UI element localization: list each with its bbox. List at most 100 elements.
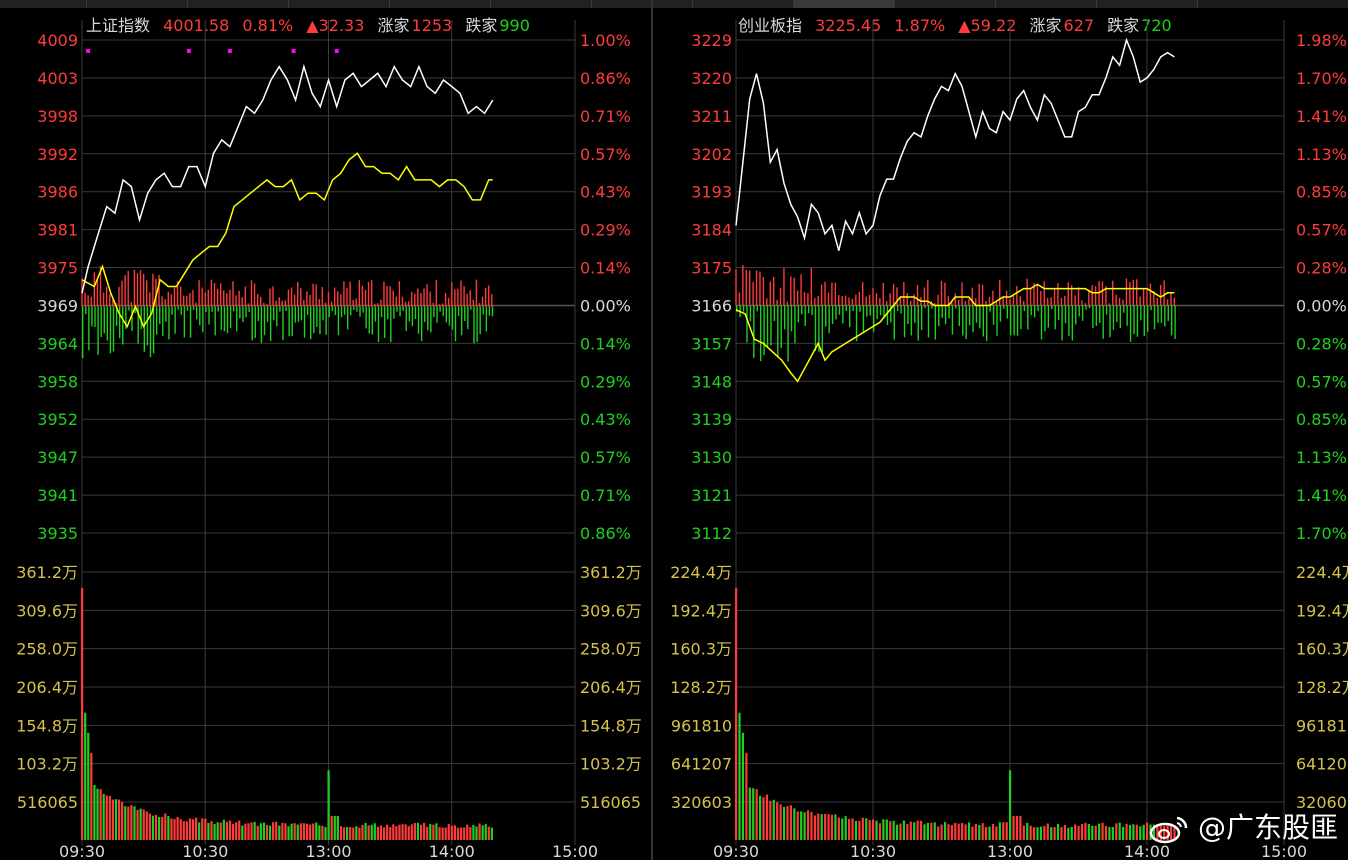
sse-volume-bar — [358, 827, 361, 840]
sse-pct-tick: 0.14% — [580, 259, 631, 278]
sse-volume-bar — [466, 824, 469, 840]
chinext-volume-bar — [954, 822, 957, 840]
sse-price-tick: 3958 — [37, 372, 78, 391]
tab-2[interactable] — [188, 0, 289, 8]
sse-volume-bar — [404, 824, 407, 840]
sse-volume-bar — [330, 815, 333, 840]
sse-volume-bar — [296, 824, 299, 840]
sse-volume-bar — [416, 822, 420, 840]
chinext-volume-bar — [902, 820, 906, 840]
chinext-volume-bar — [1074, 824, 1077, 840]
chinext-point-change: ▲59.22 — [958, 16, 1017, 35]
sse-volume-bar — [185, 821, 188, 840]
chinext-volume-bar — [957, 823, 960, 840]
chinext-vol-tick-left: 961810 — [671, 716, 732, 735]
tab-11[interactable] — [1097, 0, 1198, 8]
chinext-price-tick: 3130 — [691, 448, 732, 467]
tab-9[interactable] — [895, 0, 996, 8]
chinext-volume-bar — [772, 799, 775, 840]
sse-volume-bar — [244, 823, 247, 840]
sse-volume-bar — [438, 827, 441, 840]
sse-price-tick: 3947 — [37, 448, 78, 467]
sse-volume-bar — [188, 818, 192, 840]
sse-price-tick: 3992 — [37, 145, 78, 164]
chinext-price-tick: 3220 — [691, 69, 732, 88]
sse-price-tick: 3964 — [37, 334, 78, 353]
tab-1[interactable] — [87, 0, 188, 8]
chinext-volume-bar — [981, 823, 984, 840]
sse-volume-bar — [96, 788, 99, 840]
sse-price-tick: 3969 — [37, 296, 78, 315]
sse-volume-bar — [161, 816, 164, 840]
tab-bar — [0, 0, 1348, 8]
chinext-volume-bar — [988, 826, 991, 840]
chinext-volume-bar — [1060, 827, 1063, 840]
chinext-volume-bar — [998, 822, 1001, 840]
chinext-volume-bar — [1142, 824, 1145, 840]
chinext-volume-bar — [738, 712, 741, 840]
chinext-vol-tick-left: 641207 — [671, 755, 732, 774]
watermark: @广东股匪 — [1149, 806, 1338, 846]
chinext-price-tick: 3175 — [691, 259, 732, 278]
sse-volume-bar — [111, 799, 115, 840]
sse-index-name: 上证指数 — [86, 16, 151, 35]
sse-volume-bar — [318, 825, 321, 840]
sse-down-count: 990 — [499, 16, 530, 35]
sse-volume-bar — [173, 819, 176, 840]
sse-volume-bar — [333, 815, 336, 840]
chinext-volume-bar — [1173, 827, 1176, 840]
sse-volume-bar — [130, 804, 133, 840]
sse-volume-bar — [275, 821, 278, 840]
chinext-price-tick: 3229 — [691, 31, 732, 50]
weibo-logo-icon — [1149, 816, 1188, 844]
sse-vol-tick-right: 258.0万 — [580, 640, 642, 659]
chinext-last-price: 3225.45 — [815, 16, 882, 35]
sse-pct-tick: 0.57% — [580, 145, 631, 164]
sse-volume-bar — [204, 818, 207, 840]
chinext-volume-bar — [1029, 825, 1032, 840]
chinext-volume-bar — [1002, 822, 1005, 840]
chinext-volume-bar — [919, 820, 923, 840]
chinext-volume-bar — [1094, 825, 1097, 840]
chinext-volume-bar — [769, 800, 772, 840]
tab-5[interactable] — [491, 0, 592, 8]
chinext-price-tick: 3148 — [691, 372, 732, 391]
chinext-volume-bar — [1128, 824, 1132, 840]
sse-volume-bar — [490, 827, 494, 840]
tab-4[interactable] — [390, 0, 491, 8]
chinext-price-tick: 3193 — [691, 183, 732, 202]
tab-7[interactable] — [693, 0, 794, 8]
sse-volume-bar — [481, 825, 484, 840]
chinext-volume-bar — [892, 820, 895, 840]
sse-volume-bar — [423, 822, 426, 840]
tab-10[interactable] — [996, 0, 1097, 8]
sse-volume-bar — [352, 827, 355, 840]
sse-vol-tick-right: 154.8万 — [580, 716, 642, 735]
chinext-volume-bar — [1039, 826, 1043, 840]
sse-volume-bar — [484, 824, 487, 840]
chinext-price-tick: 3184 — [691, 221, 732, 240]
chinext-volume-bar — [991, 824, 995, 840]
sse-volume-bar — [441, 827, 444, 840]
tab-6[interactable] — [592, 0, 693, 8]
sse-volume-bar — [139, 808, 142, 840]
sse-volume-bar — [241, 825, 244, 840]
chinext-volume-bar — [882, 819, 885, 840]
sse-volume-bar — [228, 820, 232, 840]
sse-volume-bar — [376, 826, 379, 840]
chinext-chart — [735, 20, 1285, 845]
sse-volume-bar — [158, 817, 161, 840]
tab-3[interactable] — [289, 0, 390, 8]
chinext-volume-bar — [1101, 822, 1104, 840]
chinext-volume-bar — [834, 814, 837, 840]
chinext-pct-change: 1.87% — [894, 16, 946, 35]
sse-volume-bar — [268, 825, 272, 840]
tab-8[interactable] — [794, 0, 895, 8]
sse-volume-bar — [450, 825, 453, 840]
sse-volume-bar — [395, 826, 398, 840]
tab-0[interactable] — [0, 0, 87, 8]
chinext-volume-bar — [848, 818, 851, 840]
sse-price-tick: 3986 — [37, 183, 78, 202]
sse-signal-marker — [186, 49, 191, 53]
sse-point-change: ▲32.33 — [306, 16, 365, 35]
